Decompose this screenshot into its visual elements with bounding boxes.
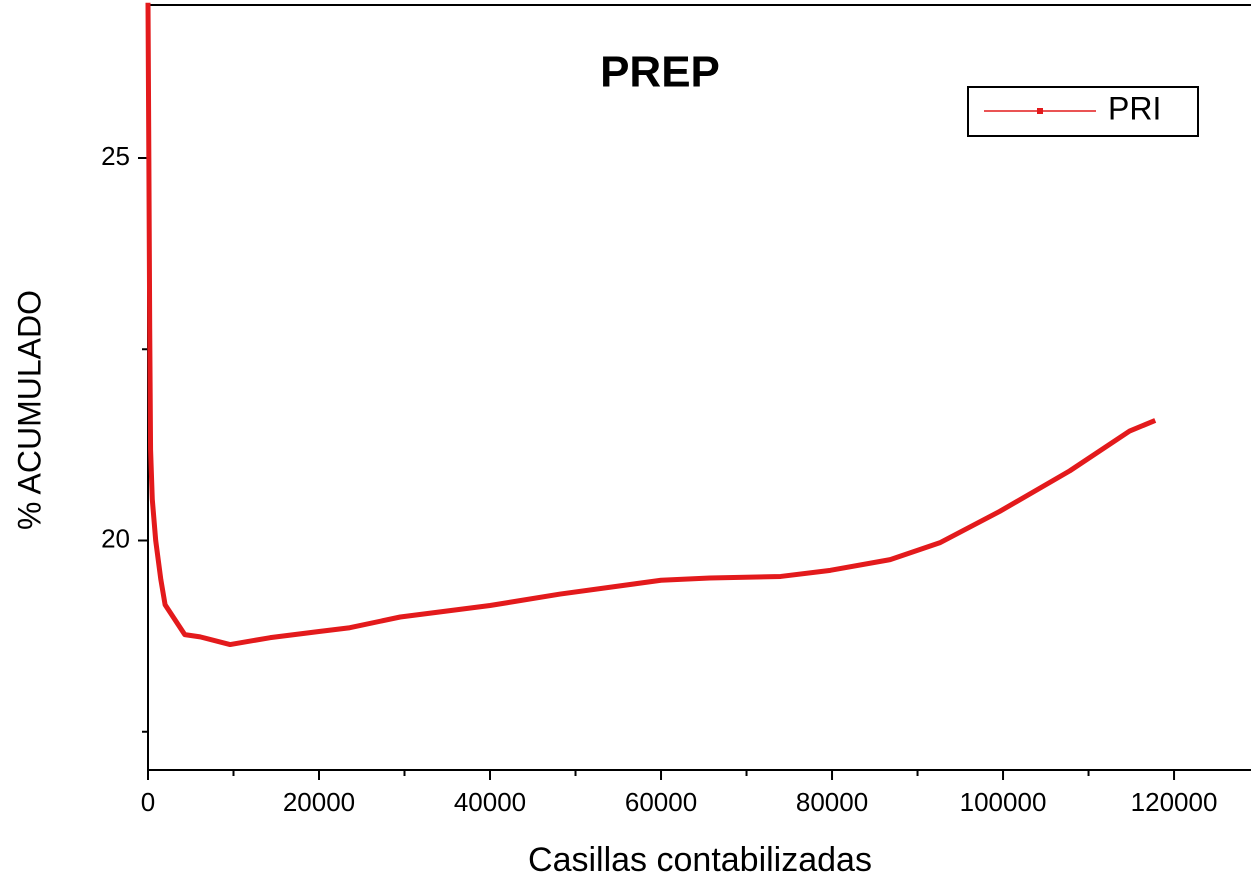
x-tick-label: 100000	[960, 787, 1047, 817]
x-tick-label: 80000	[796, 787, 868, 817]
y-tick-label: 20	[101, 523, 130, 553]
legend-marker	[1037, 108, 1043, 114]
x-tick-label: 40000	[454, 787, 526, 817]
x-tick-label: 20000	[283, 787, 355, 817]
data-line	[145, 2, 1157, 648]
legend-label: PRI	[1108, 90, 1161, 126]
x-axis-label: Casillas contabilizadas	[528, 841, 872, 879]
x-tick-label: 120000	[1131, 787, 1218, 817]
chart-title: PREP	[600, 48, 720, 97]
y-axis-label: % ACUMULADO	[11, 290, 47, 530]
x-tick-label: 60000	[625, 787, 697, 817]
x-tick-label: 0	[141, 787, 155, 817]
y-tick-label: 25	[101, 141, 130, 171]
